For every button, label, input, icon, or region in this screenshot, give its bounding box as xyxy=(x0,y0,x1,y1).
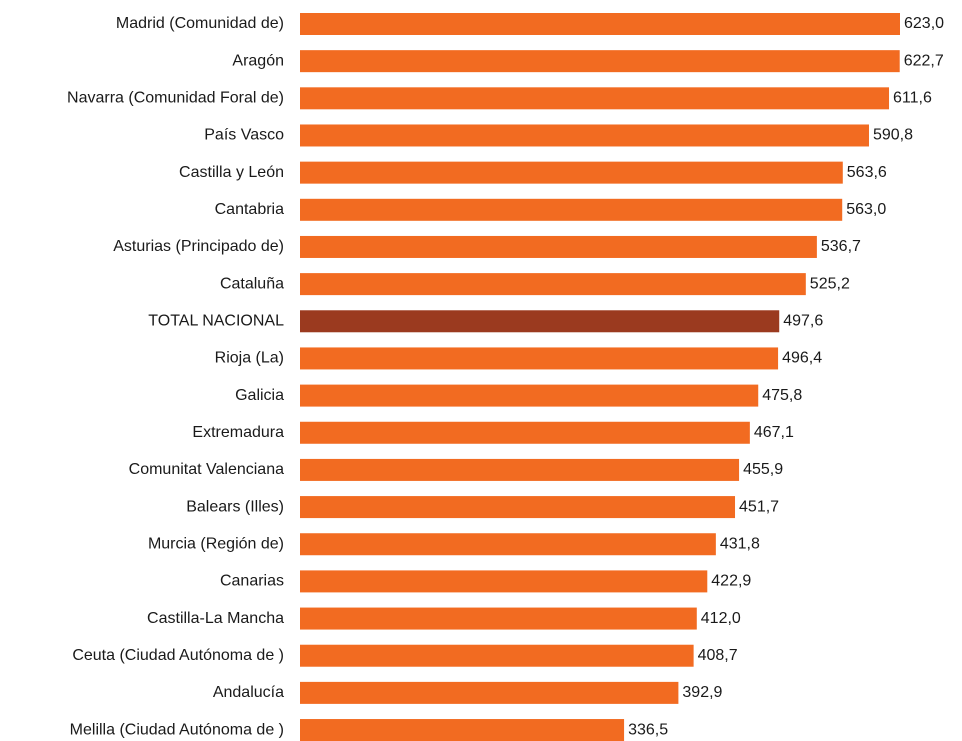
bar xyxy=(300,719,625,741)
bar xyxy=(300,124,869,147)
value-label: 536,7 xyxy=(821,238,861,255)
value-label: 563,0 xyxy=(846,201,886,218)
category-label: País Vasco xyxy=(204,127,284,144)
category-label: Comunitat Valenciana xyxy=(129,461,284,478)
category-label: Extremadura xyxy=(192,424,284,441)
value-label: 525,2 xyxy=(810,275,850,292)
value-label: 590,8 xyxy=(873,127,913,144)
bar xyxy=(300,607,697,630)
value-label: 611,6 xyxy=(893,90,932,107)
value-label: 563,6 xyxy=(847,164,887,181)
bar xyxy=(300,235,817,258)
value-label: 422,9 xyxy=(711,573,751,590)
bar xyxy=(300,644,694,667)
value-label: 467,1 xyxy=(754,424,794,441)
category-label: Canarias xyxy=(220,573,284,590)
category-label: Castilla-La Mancha xyxy=(147,610,284,627)
value-label: 497,6 xyxy=(783,312,823,329)
category-label: Rioja (La) xyxy=(215,350,284,367)
bar xyxy=(300,496,736,519)
category-label: Aragón xyxy=(232,52,284,69)
bar xyxy=(300,87,890,110)
category-label: Melilla (Ciudad Autónoma de ) xyxy=(70,721,284,738)
category-label: Balears (Illes) xyxy=(186,498,284,515)
category-label: Murcia (Región de) xyxy=(148,535,284,552)
value-label: 336,5 xyxy=(628,721,668,738)
bar xyxy=(300,533,716,556)
category-label: Galicia xyxy=(235,387,284,404)
value-label: 451,7 xyxy=(739,498,779,515)
bar xyxy=(300,458,740,481)
category-label: Castilla y León xyxy=(179,164,284,181)
value-label: 475,8 xyxy=(762,387,802,404)
category-label: TOTAL NACIONAL xyxy=(148,312,284,329)
bar xyxy=(300,198,843,221)
value-label: 431,8 xyxy=(720,535,760,552)
category-label: Asturias (Principado de) xyxy=(113,238,284,255)
category-label: Navarra (Comunidad Foral de) xyxy=(67,90,284,107)
value-label: 622,7 xyxy=(904,52,944,69)
category-label: Cataluña xyxy=(220,275,284,292)
value-label: 392,9 xyxy=(682,684,722,701)
bar xyxy=(300,50,900,73)
category-label: Madrid (Comunidad de) xyxy=(116,15,284,32)
bar xyxy=(300,161,843,184)
category-label: Andalucía xyxy=(213,684,284,701)
bar xyxy=(300,421,750,444)
bar xyxy=(300,273,806,296)
bar xyxy=(300,384,759,407)
category-label: Ceuta (Ciudad Autónoma de ) xyxy=(72,647,284,664)
bar xyxy=(300,347,779,370)
value-label: 623,0 xyxy=(904,15,944,32)
value-label: 455,9 xyxy=(743,461,783,478)
value-label: 496,4 xyxy=(782,350,822,367)
bar xyxy=(300,13,900,35)
category-label: Cantabria xyxy=(215,201,284,218)
bar xyxy=(300,681,679,704)
value-label: 412,0 xyxy=(701,610,741,627)
bar xyxy=(300,570,708,593)
bar xyxy=(300,310,780,333)
value-label: 408,7 xyxy=(698,647,738,664)
